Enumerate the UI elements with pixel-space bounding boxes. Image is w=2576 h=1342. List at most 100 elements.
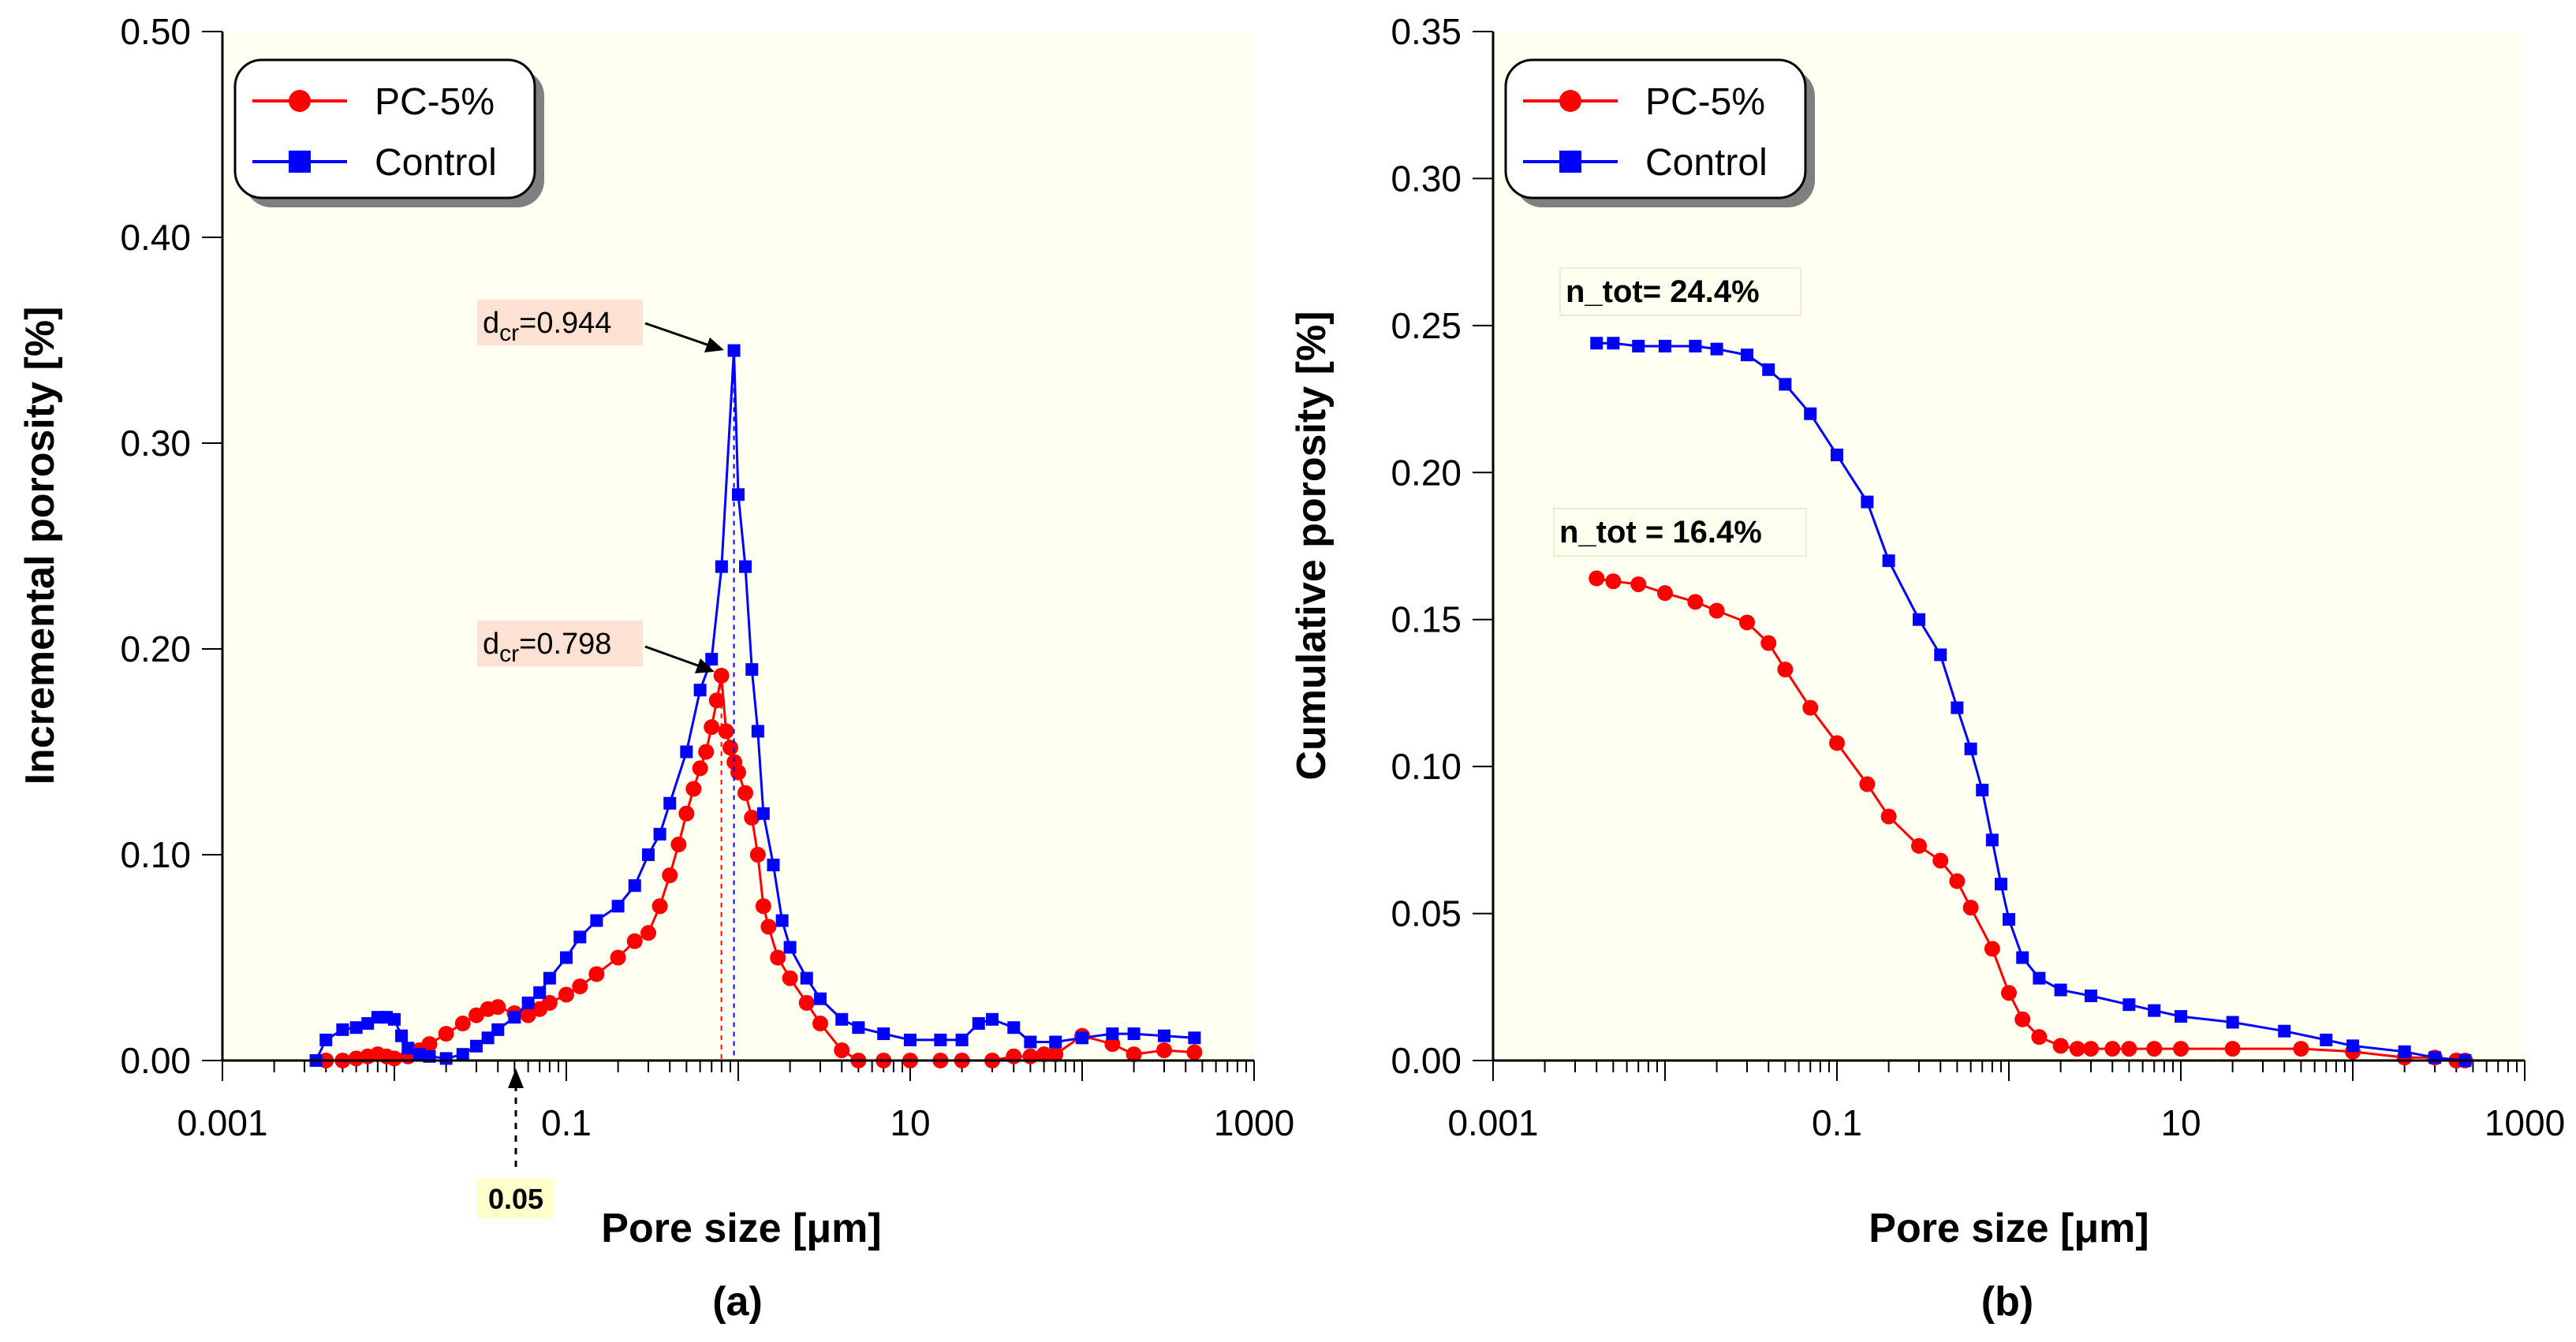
panel-b-ticks [1473,31,2526,1081]
data-point [386,1050,402,1067]
x-tick-label: 0.001 [1447,1102,1538,1143]
data-point [775,914,789,927]
data-point [521,996,535,1009]
data-point [1949,873,1966,889]
y-tick-label: 0.00 [120,1040,191,1081]
annotation-0-05: 0.05 [477,1068,554,1218]
data-point [2104,1041,2121,1057]
data-point [2014,1011,2031,1027]
data-point [2429,1051,2442,1064]
annotation-dcr-pc: dcr=0.798 [477,621,715,673]
data-point [739,560,752,573]
data-point [2001,985,2017,1001]
annotation-dcr-pc-label: dcr=0.798 [483,628,611,667]
data-point [749,847,766,863]
data-point [1589,570,1605,587]
data-point [955,1033,969,1046]
data-point [588,966,605,982]
data-point [767,859,780,872]
data-point [1657,585,1673,602]
data-point [469,1007,485,1023]
data-point [456,1048,469,1061]
data-point [2085,989,2098,1002]
panel-a: 0.001 0.1 10 1000 0.00 0.10 0.20 0.30 0.40 0.50 d… [17,11,1294,1325]
data-point [1632,339,1645,352]
panel-b-x-title: Pore size [μm] [1869,1206,2149,1251]
data-point [2122,998,2136,1012]
data-point [2083,1041,2100,1057]
data-point [610,949,626,966]
data-point [2146,1041,2163,1057]
data-point [1126,1046,1142,1063]
data-point [1741,349,1754,362]
data-point [2052,1038,2069,1054]
data-point [413,1048,426,1061]
panel-a-y-title: Incremental porosity [%] [17,307,63,785]
data-point [2016,951,2029,964]
x-tick-label: 0.1 [1812,1102,1862,1143]
data-point [1630,576,1647,592]
data-point [470,1039,483,1053]
data-point [395,1029,409,1042]
data-point [1590,337,1603,350]
y-tick-label: 0.30 [120,423,191,464]
data-point [1104,1036,1121,1053]
data-point [934,1033,947,1046]
panel-a-label: (a) [712,1279,763,1325]
data-point [722,740,739,756]
data-point [751,725,764,738]
data-point [670,836,687,852]
x-tick-label: 10 [890,1102,930,1143]
panel-a-legend: PC-5% Control [233,58,544,207]
data-point [1687,594,1704,610]
annotation-ntot-pc-label: n_tot = 16.4% [1559,515,1762,550]
data-point [834,1042,850,1058]
data-point [698,744,715,760]
panel-b-tick-labels: 0.001 0.1 10 1000 0.00 0.05 0.10 0.15 0.20 0.25 0.… [1391,11,2565,1143]
data-point [1911,837,1928,854]
data-point [1659,339,1671,352]
y-tick-label: 0.15 [1391,599,1462,640]
data-point [1984,941,2000,957]
legend-pc-marker [289,90,311,112]
data-point [662,867,678,884]
data-point [798,994,815,1011]
data-point [438,1026,454,1042]
data-point [755,898,771,915]
data-point [2173,1041,2189,1057]
data-point [1689,339,1702,352]
data-point [1186,1044,1203,1061]
data-point [1022,1048,1039,1064]
data-point [1762,363,1775,376]
panel-b-legend: PC-5% Control [1504,58,1815,207]
data-point [783,941,797,954]
data-point [2031,1029,2048,1046]
data-point [558,986,574,1003]
y-tick-label: 0.25 [1391,305,1462,346]
data-point [1932,852,1949,869]
data-point [2054,983,2067,997]
data-point [730,764,746,781]
data-point [680,745,693,759]
data-point [1158,1029,1171,1042]
legend-b-control-marker [1559,151,1581,173]
data-point [732,488,745,501]
data-point [1156,1042,1173,1058]
annotation-ntot-control-label: n_tot= 24.4% [1566,274,1760,309]
data-point [1106,1027,1119,1041]
data-point [572,979,588,995]
x-tick-label: 0.1 [541,1102,592,1143]
panel-a-tick-labels: 0.001 0.1 10 1000 0.00 0.10 0.20 0.30 0.40 0.50 [120,11,1294,1143]
data-point [972,1017,985,1031]
data-point [1605,573,1622,590]
data-point [2293,1041,2309,1057]
data-point [1739,614,1756,631]
data-point [1607,337,1620,350]
data-point [760,919,777,935]
y-tick-label: 0.05 [1391,893,1462,934]
data-point [490,999,506,1016]
data-point [693,684,707,697]
panel-b: 0.001 0.1 10 1000 0.00 0.05 0.10 0.15 0.20 0.25 0.… [1289,11,2565,1325]
data-point [2069,1041,2085,1057]
data-point [541,994,558,1011]
